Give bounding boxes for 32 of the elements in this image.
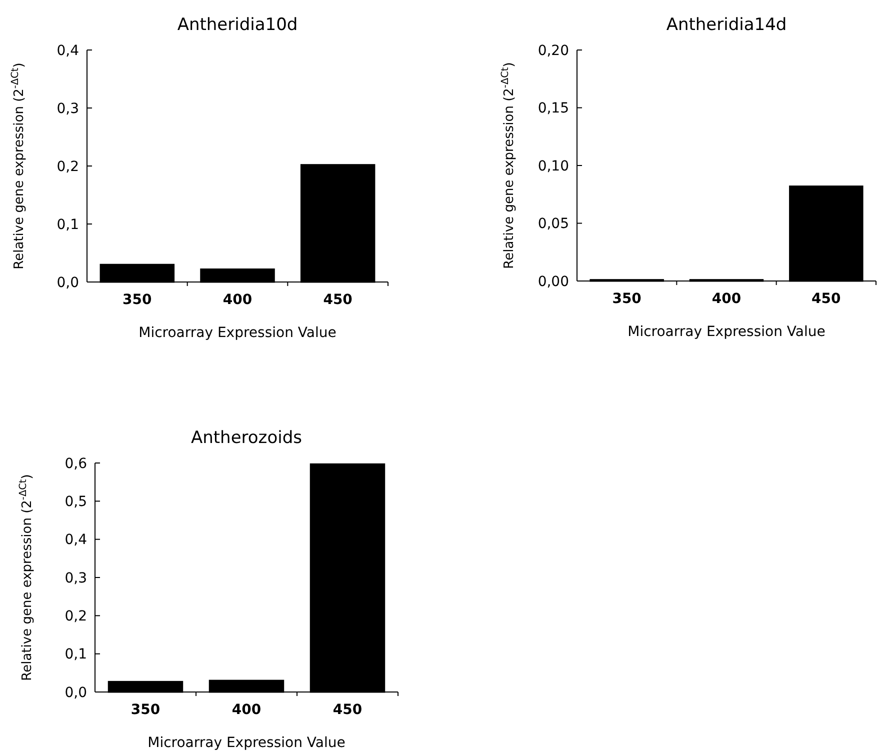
x-tick-label: 350 — [122, 292, 152, 308]
y-tick-label: 0,0 — [56, 274, 79, 291]
x-tick-label: 400 — [222, 292, 252, 308]
chart-title: Antheridia10d — [177, 15, 298, 35]
chart-title: Antherozoids — [190, 428, 302, 448]
y-tick-label: 0,6 — [64, 456, 88, 472]
y-tick-label: 0,20 — [538, 42, 569, 59]
x-tick-label: 450 — [323, 292, 353, 308]
x-axis-title: Microarray Expression Value — [148, 735, 346, 751]
x-tick-label: 350 — [612, 291, 642, 307]
y-tick-label: 0,4 — [56, 42, 80, 59]
y-tick-label: 0,10 — [538, 158, 569, 174]
y-tick-label: 0,15 — [538, 100, 569, 117]
x-tick-label: 450 — [812, 291, 842, 307]
x-tick-label: 450 — [332, 702, 362, 718]
x-tick-label: 400 — [712, 291, 742, 307]
chart-title: Antheridia14d — [666, 15, 787, 35]
y-tick-label: 0,1 — [64, 646, 87, 663]
y-tick-label: 0,3 — [64, 570, 87, 586]
x-tick-label: 400 — [232, 702, 262, 718]
x-tick-label: 350 — [130, 702, 160, 718]
x-axis-title: Microarray Expression Value — [628, 324, 826, 340]
y-tick-label: 0,2 — [64, 608, 87, 625]
y-tick-label: 0,2 — [56, 158, 79, 175]
y-tick-label: 0,3 — [56, 100, 79, 117]
y-tick-label: 0,1 — [56, 216, 79, 233]
y-tick-label: 0,0 — [64, 684, 87, 701]
y-tick-label: 0,05 — [538, 216, 569, 232]
y-tick-label: 0,00 — [538, 274, 569, 290]
y-tick-label: 0,4 — [64, 532, 88, 548]
y-tick-label: 0,5 — [64, 494, 87, 510]
x-axis-title: Microarray Expression Value — [138, 325, 336, 341]
